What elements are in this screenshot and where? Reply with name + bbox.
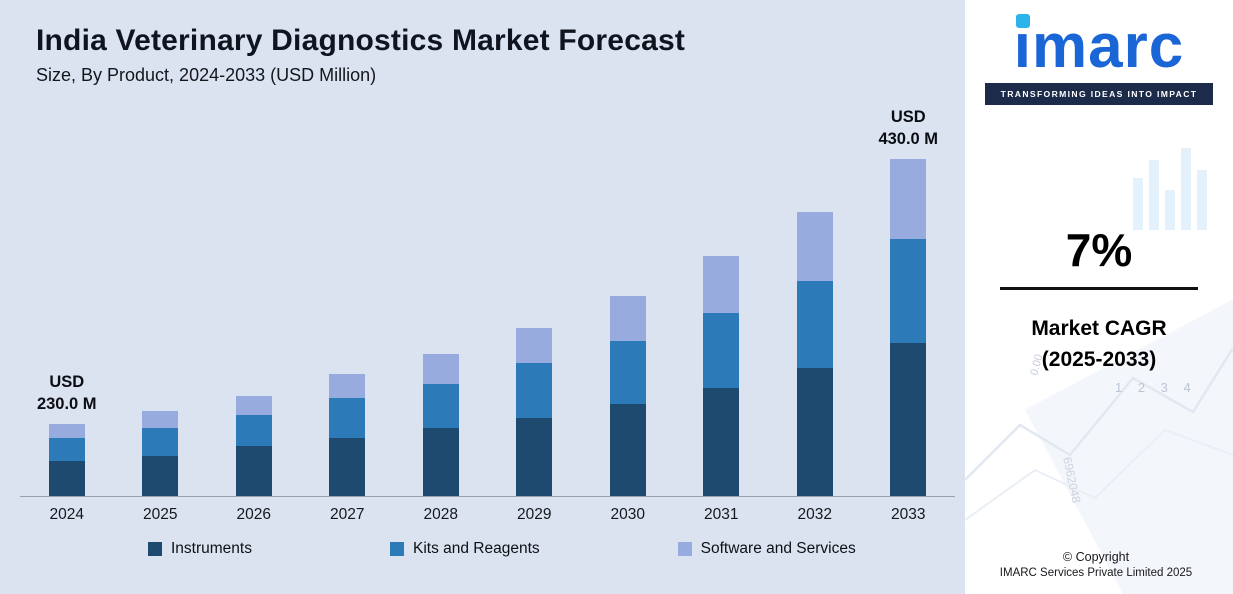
stacked-bar-2027 [329, 374, 366, 496]
decorative-line-chart-2 [965, 428, 1233, 521]
legend-swatch-instruments [148, 542, 162, 556]
segment-instruments [422, 428, 459, 496]
x-axis-label-2025: 2025 [143, 506, 178, 523]
x-axis-label-2033: 2033 [891, 506, 926, 523]
x-axis-label-2032: 2032 [797, 506, 832, 523]
chart-panel: India Veterinary Diagnostics Market Fore… [0, 0, 965, 594]
decorative-bar-chart [1133, 148, 1207, 230]
segment-software-and-services [796, 212, 833, 281]
cagr-label: Market CAGR [1031, 317, 1167, 341]
segment-instruments [796, 368, 833, 496]
segment-kits-and-reagents [516, 363, 553, 418]
bar-value-label-2024: USD 230.0 M [36, 373, 97, 413]
x-axis-label-2030: 2030 [610, 506, 645, 523]
segment-instruments [516, 418, 553, 496]
decorative-numbers: 1 2 3 4 [1115, 380, 1197, 395]
brand-block: imarc TRANSFORMING IDEAS INTO IMPACT [965, 12, 1233, 106]
stacked-bar-2028 [422, 354, 459, 496]
segment-software-and-services [609, 296, 646, 341]
legend-label-software-and-services: Software and Services [700, 540, 856, 557]
x-axis-labels: 2024 2025 2026 2027 2028 2029 2030 2031 2032 2033 [20, 497, 955, 524]
segment-kits-and-reagents [329, 398, 366, 438]
segment-instruments [703, 388, 740, 496]
stacked-bar-2025 [142, 411, 179, 496]
stacked-bar-2026 [235, 396, 272, 496]
plot-area: USD 230.0 M USD 430.0 M 2024 2025 2026 2027 202… [20, 96, 955, 524]
bar-group-2024: USD 230.0 M [20, 372, 114, 496]
segment-kits-and-reagents [235, 415, 272, 446]
legend-item-software-and-services: Software and Services [677, 540, 856, 558]
segment-instruments [235, 446, 272, 496]
bar-group-2028 [394, 354, 488, 496]
segment-instruments [142, 456, 179, 496]
bar-group-2026 [207, 396, 301, 496]
x-axis-label-2024: 2024 [49, 506, 84, 523]
brand-tagline: TRANSFORMING IDEAS INTO IMPACT [985, 83, 1213, 106]
x-axis-label-2031: 2031 [704, 506, 739, 523]
segment-instruments [890, 343, 927, 496]
page-title: India Veterinary Diagnostics Market Fore… [36, 24, 686, 57]
segment-instruments [609, 404, 646, 496]
x-axis-line [20, 496, 955, 497]
segment-kits-and-reagents [48, 438, 85, 461]
legend-item-kits-and-reagents: Kits and Reagents [389, 540, 540, 558]
x-axis-label-2027: 2027 [330, 506, 365, 523]
bar-group-2025 [114, 411, 208, 496]
bar-value-label-2033: USD 430.0 M [878, 108, 939, 148]
decorative-vertical-number: 6962048 [1060, 456, 1083, 505]
imarc-logo-text: imarc [1013, 12, 1185, 81]
side-panel: 1 2 3 4 0.00 6962048 imarc TRANSFORMING … [965, 0, 1233, 594]
cagr-period: (2025-2033) [1041, 347, 1157, 371]
bar-group-2029 [488, 328, 582, 496]
segment-kits-and-reagents [703, 313, 740, 388]
segment-kits-and-reagents [609, 341, 646, 404]
stacked-bar-2031 [703, 256, 740, 496]
legend-swatch-software-and-services [677, 542, 692, 556]
segment-instruments [329, 438, 366, 496]
segment-software-and-services [235, 396, 272, 415]
cagr-divider [1000, 287, 1198, 291]
copyright-line2: IMARC Services Private Limited 2025 [999, 567, 1193, 579]
segment-kits-and-reagents [890, 239, 927, 343]
copyright: © Copyright IMARC Services Private Limit… [965, 550, 1227, 579]
x-axis-label-2028: 2028 [423, 506, 458, 523]
bar-group-2033: USD 430.0 M [862, 107, 956, 496]
segment-software-and-services [890, 159, 927, 239]
segment-software-and-services [422, 354, 459, 384]
segment-kits-and-reagents [142, 428, 179, 456]
stacked-bar-2033 [890, 159, 927, 496]
stacked-bar-2030 [609, 296, 646, 496]
segment-kits-and-reagents [422, 384, 459, 428]
bar-group-2027 [301, 374, 395, 496]
legend-item-instruments: Instruments [148, 540, 252, 558]
legend-label-kits-and-reagents: Kits and Reagents [412, 540, 540, 557]
cagr-value: 7% [1065, 224, 1133, 277]
segment-instruments [48, 461, 85, 496]
segment-software-and-services [516, 328, 553, 363]
stacked-bar-2029 [516, 328, 553, 496]
stacked-bar-2024 [48, 424, 85, 496]
bars-row: USD 230.0 M USD 430.0 M [20, 96, 955, 496]
segment-kits-and-reagents [796, 281, 833, 368]
x-axis-label-2029: 2029 [517, 506, 552, 523]
logo-dot-icon [1015, 14, 1030, 28]
copyright-line1: © Copyright [1062, 550, 1130, 564]
imarc-logo: imarc [1012, 12, 1185, 81]
segment-software-and-services [703, 256, 740, 313]
segment-software-and-services [48, 424, 85, 438]
chart-legend: Instruments Kits and Reagents Software and… [36, 540, 965, 558]
bar-group-2031 [675, 256, 769, 496]
cagr-block: 7% Market CAGR (2025-2033) [965, 223, 1233, 375]
stacked-bar-2032 [796, 212, 833, 496]
legend-swatch-kits-and-reagents [389, 542, 404, 556]
chart-subtitle: Size, By Product, 2024-2033 (USD Million… [36, 65, 377, 85]
legend-label-instruments: Instruments [171, 540, 252, 557]
x-axis-label-2026: 2026 [236, 506, 271, 523]
segment-software-and-services [142, 411, 179, 428]
bar-group-2030 [581, 296, 675, 496]
bar-group-2032 [768, 212, 862, 496]
segment-software-and-services [329, 374, 366, 398]
